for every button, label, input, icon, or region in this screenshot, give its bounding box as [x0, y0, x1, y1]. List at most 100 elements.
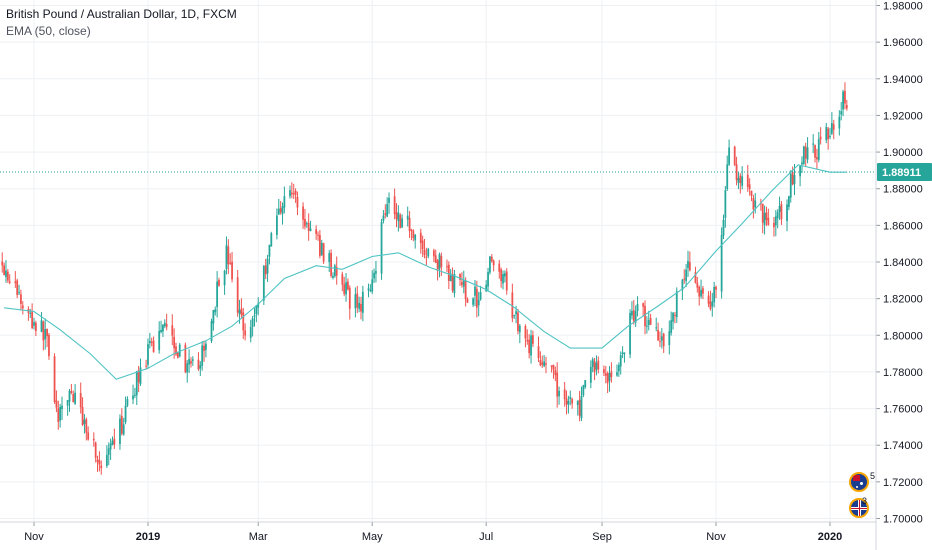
candle: [197, 352, 200, 371]
candle: [309, 220, 312, 232]
candle: [201, 341, 204, 371]
candle: [804, 142, 807, 167]
candle: [477, 291, 480, 317]
y-tick-label: 1.78000: [883, 367, 923, 379]
candle: [726, 155, 729, 191]
candle: [475, 280, 478, 318]
candle: [446, 259, 448, 273]
candle: [175, 342, 177, 356]
candle: [137, 365, 140, 393]
candle: [188, 349, 190, 373]
candle: [462, 270, 465, 294]
candle: [629, 309, 631, 359]
candle: [578, 391, 581, 422]
candle: [343, 276, 346, 297]
y-tick-label: 1.74000: [883, 440, 923, 452]
candle: [397, 205, 400, 232]
candle: [85, 417, 88, 441]
x-tick-label: Nov: [706, 531, 726, 543]
candle: [489, 256, 491, 275]
candle: [386, 197, 389, 218]
candle: [109, 438, 112, 461]
candle: [421, 235, 424, 258]
candle: [786, 199, 788, 232]
candle: [16, 278, 19, 299]
candle: [787, 195, 790, 211]
candle: [199, 361, 202, 376]
candle: [696, 276, 699, 293]
candle: [48, 333, 50, 360]
candle: [107, 442, 110, 466]
candle: [18, 284, 20, 296]
candle: [1, 252, 4, 273]
candle: [176, 352, 179, 359]
x-tick-label: Nov: [24, 531, 44, 543]
candle: [569, 390, 572, 406]
candle: [74, 384, 77, 405]
candle: [333, 263, 336, 278]
candle: [163, 319, 166, 329]
candle: [380, 218, 383, 280]
candle: [713, 281, 716, 308]
gb-flag-icon[interactable]: [849, 498, 869, 518]
candle: [683, 269, 686, 284]
candle: [294, 188, 297, 203]
y-tick-label: 1.76000: [883, 404, 923, 416]
symbol-title[interactable]: British Pound / Australian Dollar, 1D, F…: [6, 7, 237, 21]
candle: [79, 382, 82, 414]
candle: [360, 296, 362, 320]
candle: [289, 185, 291, 199]
candle: [832, 119, 835, 140]
candle: [214, 306, 217, 316]
candle: [354, 287, 357, 318]
candle: [59, 403, 62, 428]
candle: [96, 455, 99, 472]
candle: [517, 308, 519, 335]
candle: [453, 269, 456, 298]
candle: [158, 321, 161, 354]
candle: [332, 272, 334, 280]
candle: [369, 284, 372, 293]
candle: [825, 122, 828, 144]
candle: [685, 264, 688, 288]
candle: [746, 164, 749, 192]
candle: [584, 380, 587, 389]
candle: [773, 216, 775, 237]
candle: [440, 252, 443, 276]
candle: [171, 314, 174, 346]
candle: [702, 285, 704, 300]
candle: [806, 137, 809, 164]
candle: [722, 214, 725, 239]
x-tick-label: Mar: [249, 531, 268, 543]
indicator-label[interactable]: EMA (50, close): [6, 24, 91, 38]
candle: [814, 144, 816, 163]
candle: [150, 337, 153, 347]
candle: [227, 239, 230, 274]
candle: [447, 261, 450, 290]
candle: [576, 400, 579, 416]
candle: [765, 206, 768, 227]
candle: [687, 250, 689, 277]
candle: [92, 432, 95, 447]
candle: [152, 336, 155, 353]
candle: [621, 346, 624, 359]
candle: [296, 191, 299, 216]
candle: [505, 268, 508, 295]
candle: [715, 285, 717, 299]
candle: [741, 166, 744, 190]
candle: [70, 383, 73, 395]
candle: [526, 329, 529, 345]
candle: [277, 198, 280, 216]
candle: [543, 354, 546, 368]
candle: [264, 258, 267, 280]
candle: [162, 323, 164, 337]
candle: [763, 205, 766, 235]
au-flag-icon[interactable]: [849, 472, 869, 492]
candle: [401, 214, 404, 229]
candle: [216, 271, 219, 318]
candle: [610, 362, 613, 383]
y-tick-label: 1.72000: [883, 477, 923, 489]
candle: [799, 165, 802, 187]
candle: [617, 362, 620, 377]
